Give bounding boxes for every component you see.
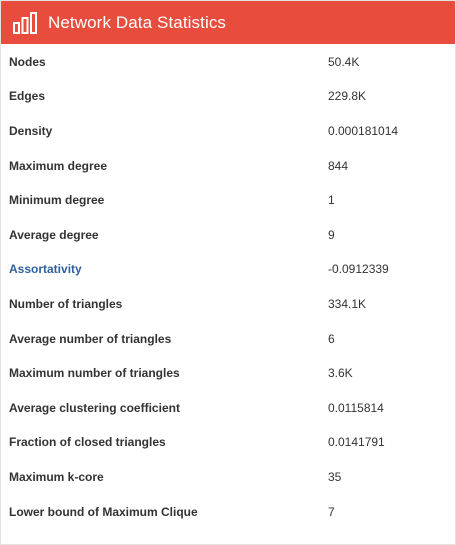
- stat-row-density: Density 0.000181014: [1, 114, 455, 149]
- stat-row-maximum-k-core: Maximum k-core 35: [1, 460, 455, 495]
- bar-chart-icon: [13, 11, 37, 34]
- stat-value: 0.000181014: [328, 123, 399, 138]
- stat-label: Maximum k-core: [9, 469, 104, 484]
- stat-label: Density: [9, 123, 53, 138]
- stat-value: 3.6K: [328, 366, 353, 381]
- panel-title: Network Data Statistics: [48, 12, 227, 32]
- stat-value: 50.4K: [328, 54, 360, 69]
- stat-row-average-degree: Average degree 9: [1, 217, 455, 252]
- stat-label: Fraction of closed triangles: [9, 435, 166, 450]
- stat-row-minimum-degree: Minimum degree 1: [1, 183, 455, 218]
- stat-label: Average degree: [9, 227, 99, 242]
- stat-row-assortativity: Assortativity -0.0912339: [1, 252, 455, 287]
- stat-value: -0.0912339: [328, 262, 389, 277]
- stat-row-number-of-triangles: Number of triangles 334.1K: [1, 287, 455, 322]
- stat-label: Edges: [9, 89, 46, 104]
- stat-label: Nodes: [9, 54, 46, 69]
- stat-row-lower-bound-of-maximum-clique: Lower bound of Maximum Clique 7: [1, 494, 455, 529]
- assortativity-link[interactable]: Assortativity: [9, 262, 82, 277]
- stat-value: 0.0115814: [328, 400, 384, 415]
- panel-header: Network Data Statistics: [1, 1, 455, 44]
- stat-label: Maximum number of triangles: [9, 366, 180, 381]
- stat-row-nodes: Nodes 50.4K: [1, 45, 455, 80]
- stats-list: Nodes 50.4K Edges 229.8K Density 0.00018…: [1, 44, 455, 529]
- stat-value: 229.8K: [328, 89, 367, 104]
- stat-label: Average number of triangles: [9, 331, 172, 346]
- stat-row-average-clustering-coefficient: Average clustering coefficient 0.0115814: [1, 390, 455, 425]
- stat-row-maximum-number-of-triangles: Maximum number of triangles 3.6K: [1, 356, 455, 391]
- stat-value: 0.0141791: [328, 435, 385, 450]
- stat-label: Number of triangles: [9, 296, 123, 311]
- stat-row-fraction-of-closed-triangles: Fraction of closed triangles 0.0141791: [1, 425, 455, 460]
- stat-value: 9: [328, 227, 335, 242]
- stat-label: Average clustering coefficient: [9, 400, 180, 415]
- stat-value: 844: [328, 158, 349, 173]
- stat-value: 334.1K: [328, 296, 367, 311]
- stat-value: 7: [328, 504, 335, 519]
- stat-value: 6: [328, 331, 335, 346]
- stat-row-average-number-of-triangles: Average number of triangles 6: [1, 321, 455, 356]
- stat-row-maximum-degree: Maximum degree 844: [1, 148, 455, 183]
- stat-label: Maximum degree: [9, 158, 108, 173]
- stat-value: 1: [328, 193, 335, 208]
- stat-label: Minimum degree: [9, 193, 105, 208]
- stat-label: Lower bound of Maximum Clique: [9, 504, 198, 519]
- stat-value: 35: [328, 469, 342, 484]
- stat-row-edges: Edges 229.8K: [1, 79, 455, 114]
